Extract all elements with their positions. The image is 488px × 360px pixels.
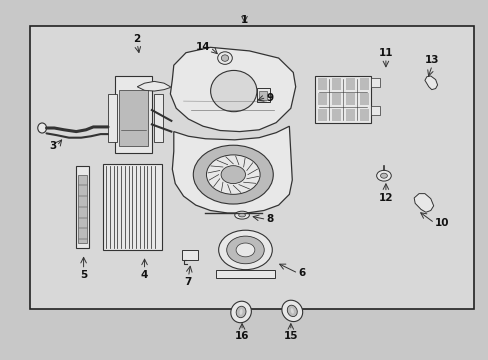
- Bar: [119, 90, 148, 146]
- Ellipse shape: [239, 309, 242, 315]
- Bar: [370, 107, 379, 116]
- Bar: [345, 109, 354, 121]
- Bar: [78, 175, 87, 243]
- Circle shape: [206, 155, 260, 194]
- Text: 9: 9: [266, 93, 273, 103]
- Bar: [331, 109, 340, 121]
- Text: 4: 4: [141, 270, 148, 280]
- Bar: [317, 78, 326, 90]
- Polygon shape: [137, 81, 170, 91]
- Ellipse shape: [230, 301, 251, 323]
- Ellipse shape: [238, 213, 245, 217]
- Bar: [331, 93, 340, 105]
- Polygon shape: [424, 76, 437, 90]
- Circle shape: [193, 145, 273, 204]
- Ellipse shape: [234, 211, 249, 219]
- Bar: [216, 270, 274, 278]
- Text: 15: 15: [283, 330, 298, 341]
- Bar: [256, 88, 270, 102]
- Circle shape: [236, 243, 254, 257]
- Polygon shape: [413, 194, 433, 212]
- Bar: [345, 78, 354, 90]
- Bar: [315, 76, 370, 123]
- Ellipse shape: [221, 55, 228, 61]
- Text: 5: 5: [80, 270, 87, 280]
- Circle shape: [218, 230, 272, 270]
- Ellipse shape: [217, 52, 232, 64]
- Bar: [182, 249, 197, 260]
- Text: 14: 14: [195, 42, 210, 52]
- Text: 6: 6: [298, 268, 305, 278]
- Ellipse shape: [210, 71, 256, 112]
- Ellipse shape: [236, 306, 245, 318]
- Circle shape: [221, 166, 245, 184]
- Bar: [259, 91, 266, 100]
- Bar: [317, 109, 326, 121]
- Text: 12: 12: [378, 193, 392, 203]
- Bar: [154, 94, 163, 142]
- Bar: [30, 26, 473, 309]
- Bar: [359, 78, 368, 90]
- Text: 8: 8: [266, 215, 273, 224]
- Text: 2: 2: [133, 34, 141, 44]
- Ellipse shape: [290, 308, 293, 314]
- Text: 10: 10: [434, 218, 448, 228]
- Text: 16: 16: [234, 330, 249, 341]
- Text: 3: 3: [49, 141, 57, 151]
- Bar: [370, 78, 379, 87]
- Ellipse shape: [38, 123, 46, 133]
- Bar: [359, 109, 368, 121]
- Text: 13: 13: [424, 55, 439, 65]
- Text: 7: 7: [184, 277, 192, 287]
- Ellipse shape: [287, 305, 297, 316]
- Circle shape: [380, 173, 386, 178]
- Ellipse shape: [281, 300, 302, 321]
- Polygon shape: [170, 47, 295, 132]
- Bar: [103, 164, 161, 250]
- Circle shape: [376, 170, 390, 181]
- Bar: [108, 94, 117, 142]
- Polygon shape: [172, 126, 292, 213]
- Bar: [331, 78, 340, 90]
- Text: 11: 11: [378, 48, 392, 58]
- Text: 1: 1: [241, 15, 247, 25]
- Bar: [115, 76, 152, 153]
- Bar: [345, 93, 354, 105]
- Bar: [317, 93, 326, 105]
- Bar: [359, 93, 368, 105]
- Circle shape: [226, 236, 264, 264]
- Bar: [76, 166, 89, 248]
